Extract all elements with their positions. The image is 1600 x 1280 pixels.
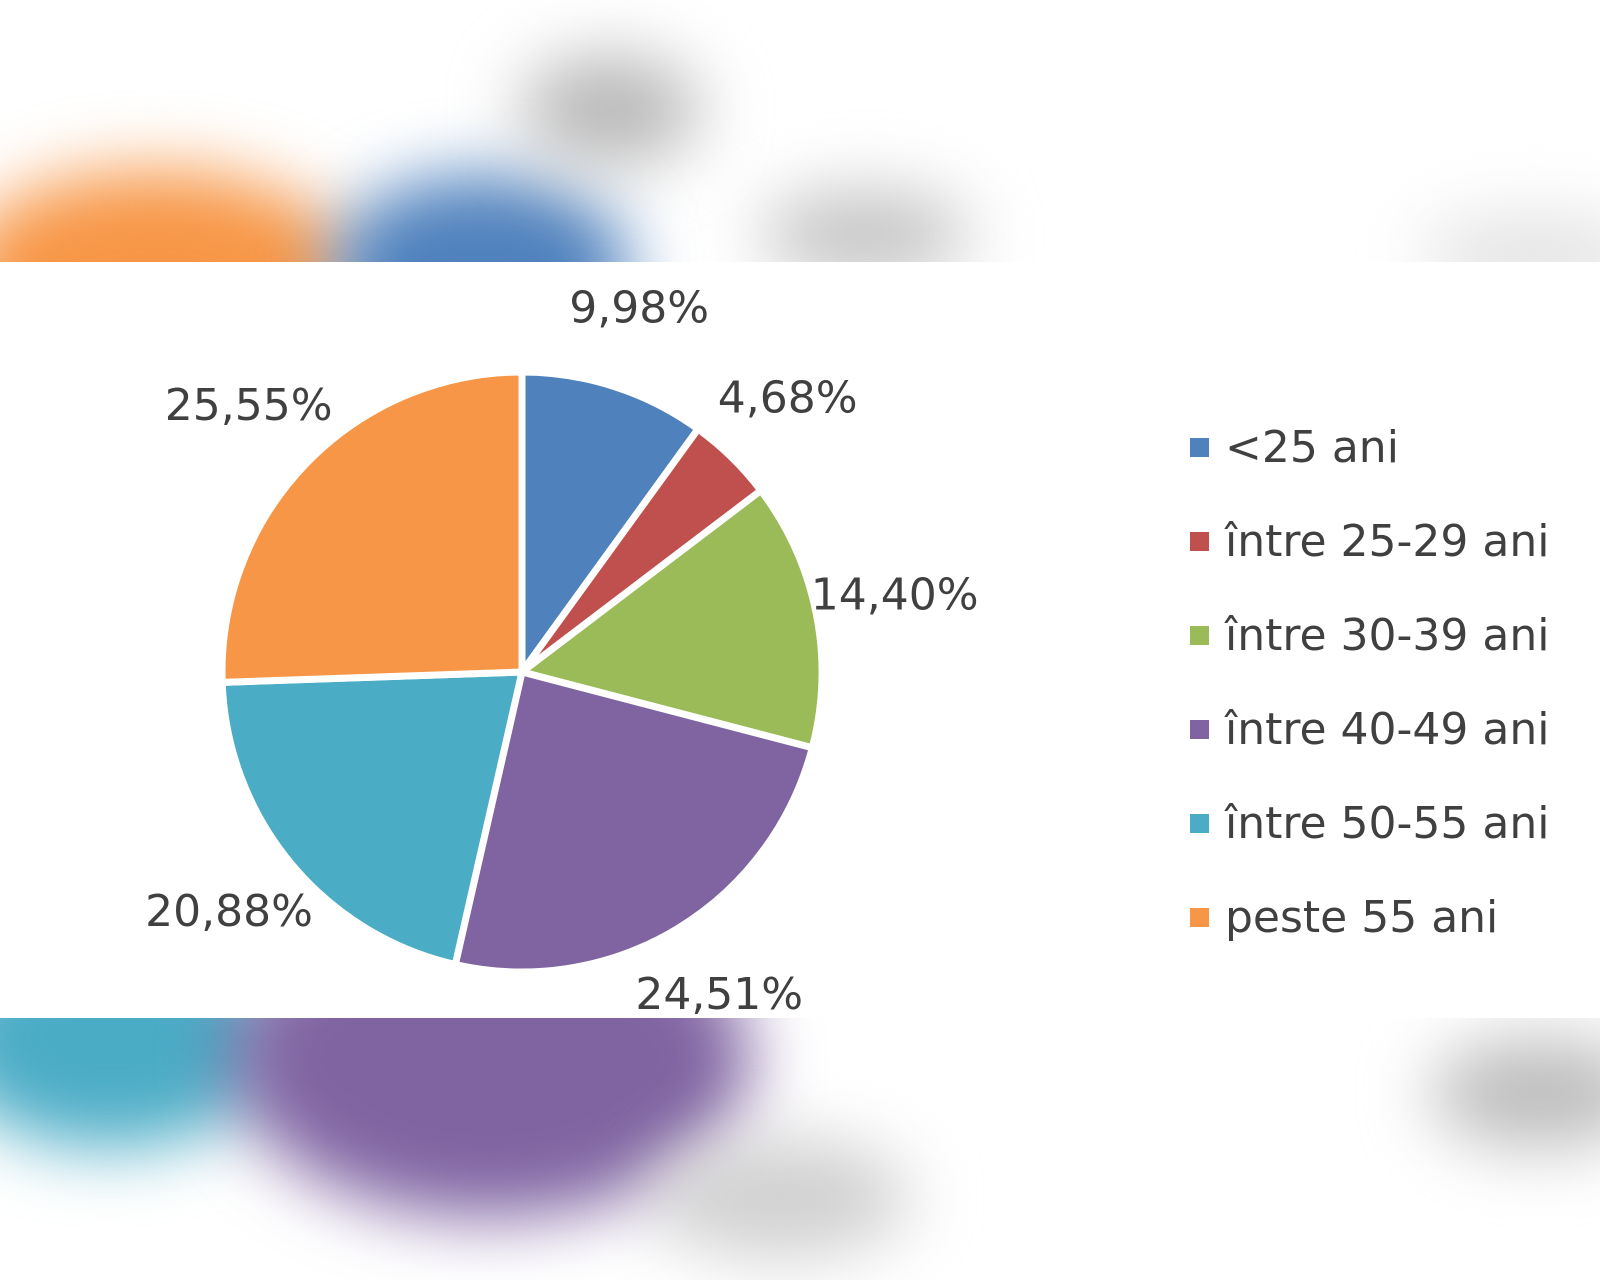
pie-slice: [518, 487, 826, 752]
blurred-gray-blob: [1430, 1038, 1600, 1148]
legend-swatch: [1190, 813, 1209, 833]
pie-chart: 9,98%4,68% 14,40% 24,51% 20,88% 25,55%: [145, 283, 979, 1018]
data-label: 20,88%: [145, 886, 313, 937]
blurred-gray-blob: [760, 190, 970, 262]
data-label: 25,55%: [165, 380, 333, 431]
blurred-gray-blob: [1420, 215, 1600, 262]
pie-slice: [218, 668, 526, 968]
legend-item: peste 55 ani: [1190, 870, 1549, 964]
legend-label: între 25-29 ani: [1225, 515, 1550, 567]
blurred-gray-blob: [650, 1138, 910, 1258]
legend-item: între 50-55 ani: [1190, 776, 1549, 870]
legend: <25 ani între 25-29 ani între 30-39 ani …: [1190, 400, 1549, 964]
pie-slice: [218, 368, 526, 686]
legend-label: între 40-49 ani: [1225, 703, 1550, 755]
legend-swatch: [1190, 625, 1209, 645]
pie-slice: [451, 668, 816, 976]
data-label: 24,51%: [635, 969, 803, 1018]
blurred-orange-blob: [0, 170, 350, 262]
legend-item: între 30-39 ani: [1190, 588, 1549, 682]
blurred-background-top: [0, 0, 1600, 262]
blurred-background-bottom: [0, 1018, 1600, 1280]
legend-label: <25 ani: [1225, 421, 1399, 473]
legend-swatch: [1190, 907, 1209, 927]
pie-chart-panel: 9,98% 4,68% 14,40% 24,51% 20,88% 25,55% <25 a…: [0, 262, 1600, 1018]
legend-item: <25 ani: [1190, 400, 1549, 494]
legend-item: între 25-29 ani: [1190, 494, 1549, 588]
data-label: 4,68%: [718, 372, 858, 423]
legend-swatch: [1190, 719, 1209, 739]
pie-slice: [518, 368, 702, 676]
legend-swatch: [1190, 531, 1209, 551]
data-label: 14,40%: [811, 570, 979, 621]
legend-label: între 30-39 ani: [1225, 609, 1550, 661]
blurred-gray-blob: [520, 55, 700, 165]
legend-label: între 50-55 ani: [1225, 797, 1550, 849]
data-label: 9,98%: [569, 283, 709, 334]
blurred-blue-blob: [330, 175, 630, 262]
legend-label: peste 55 ani: [1225, 891, 1499, 943]
legend-swatch: [1190, 437, 1209, 457]
legend-item: între 40-49 ani: [1190, 682, 1549, 776]
